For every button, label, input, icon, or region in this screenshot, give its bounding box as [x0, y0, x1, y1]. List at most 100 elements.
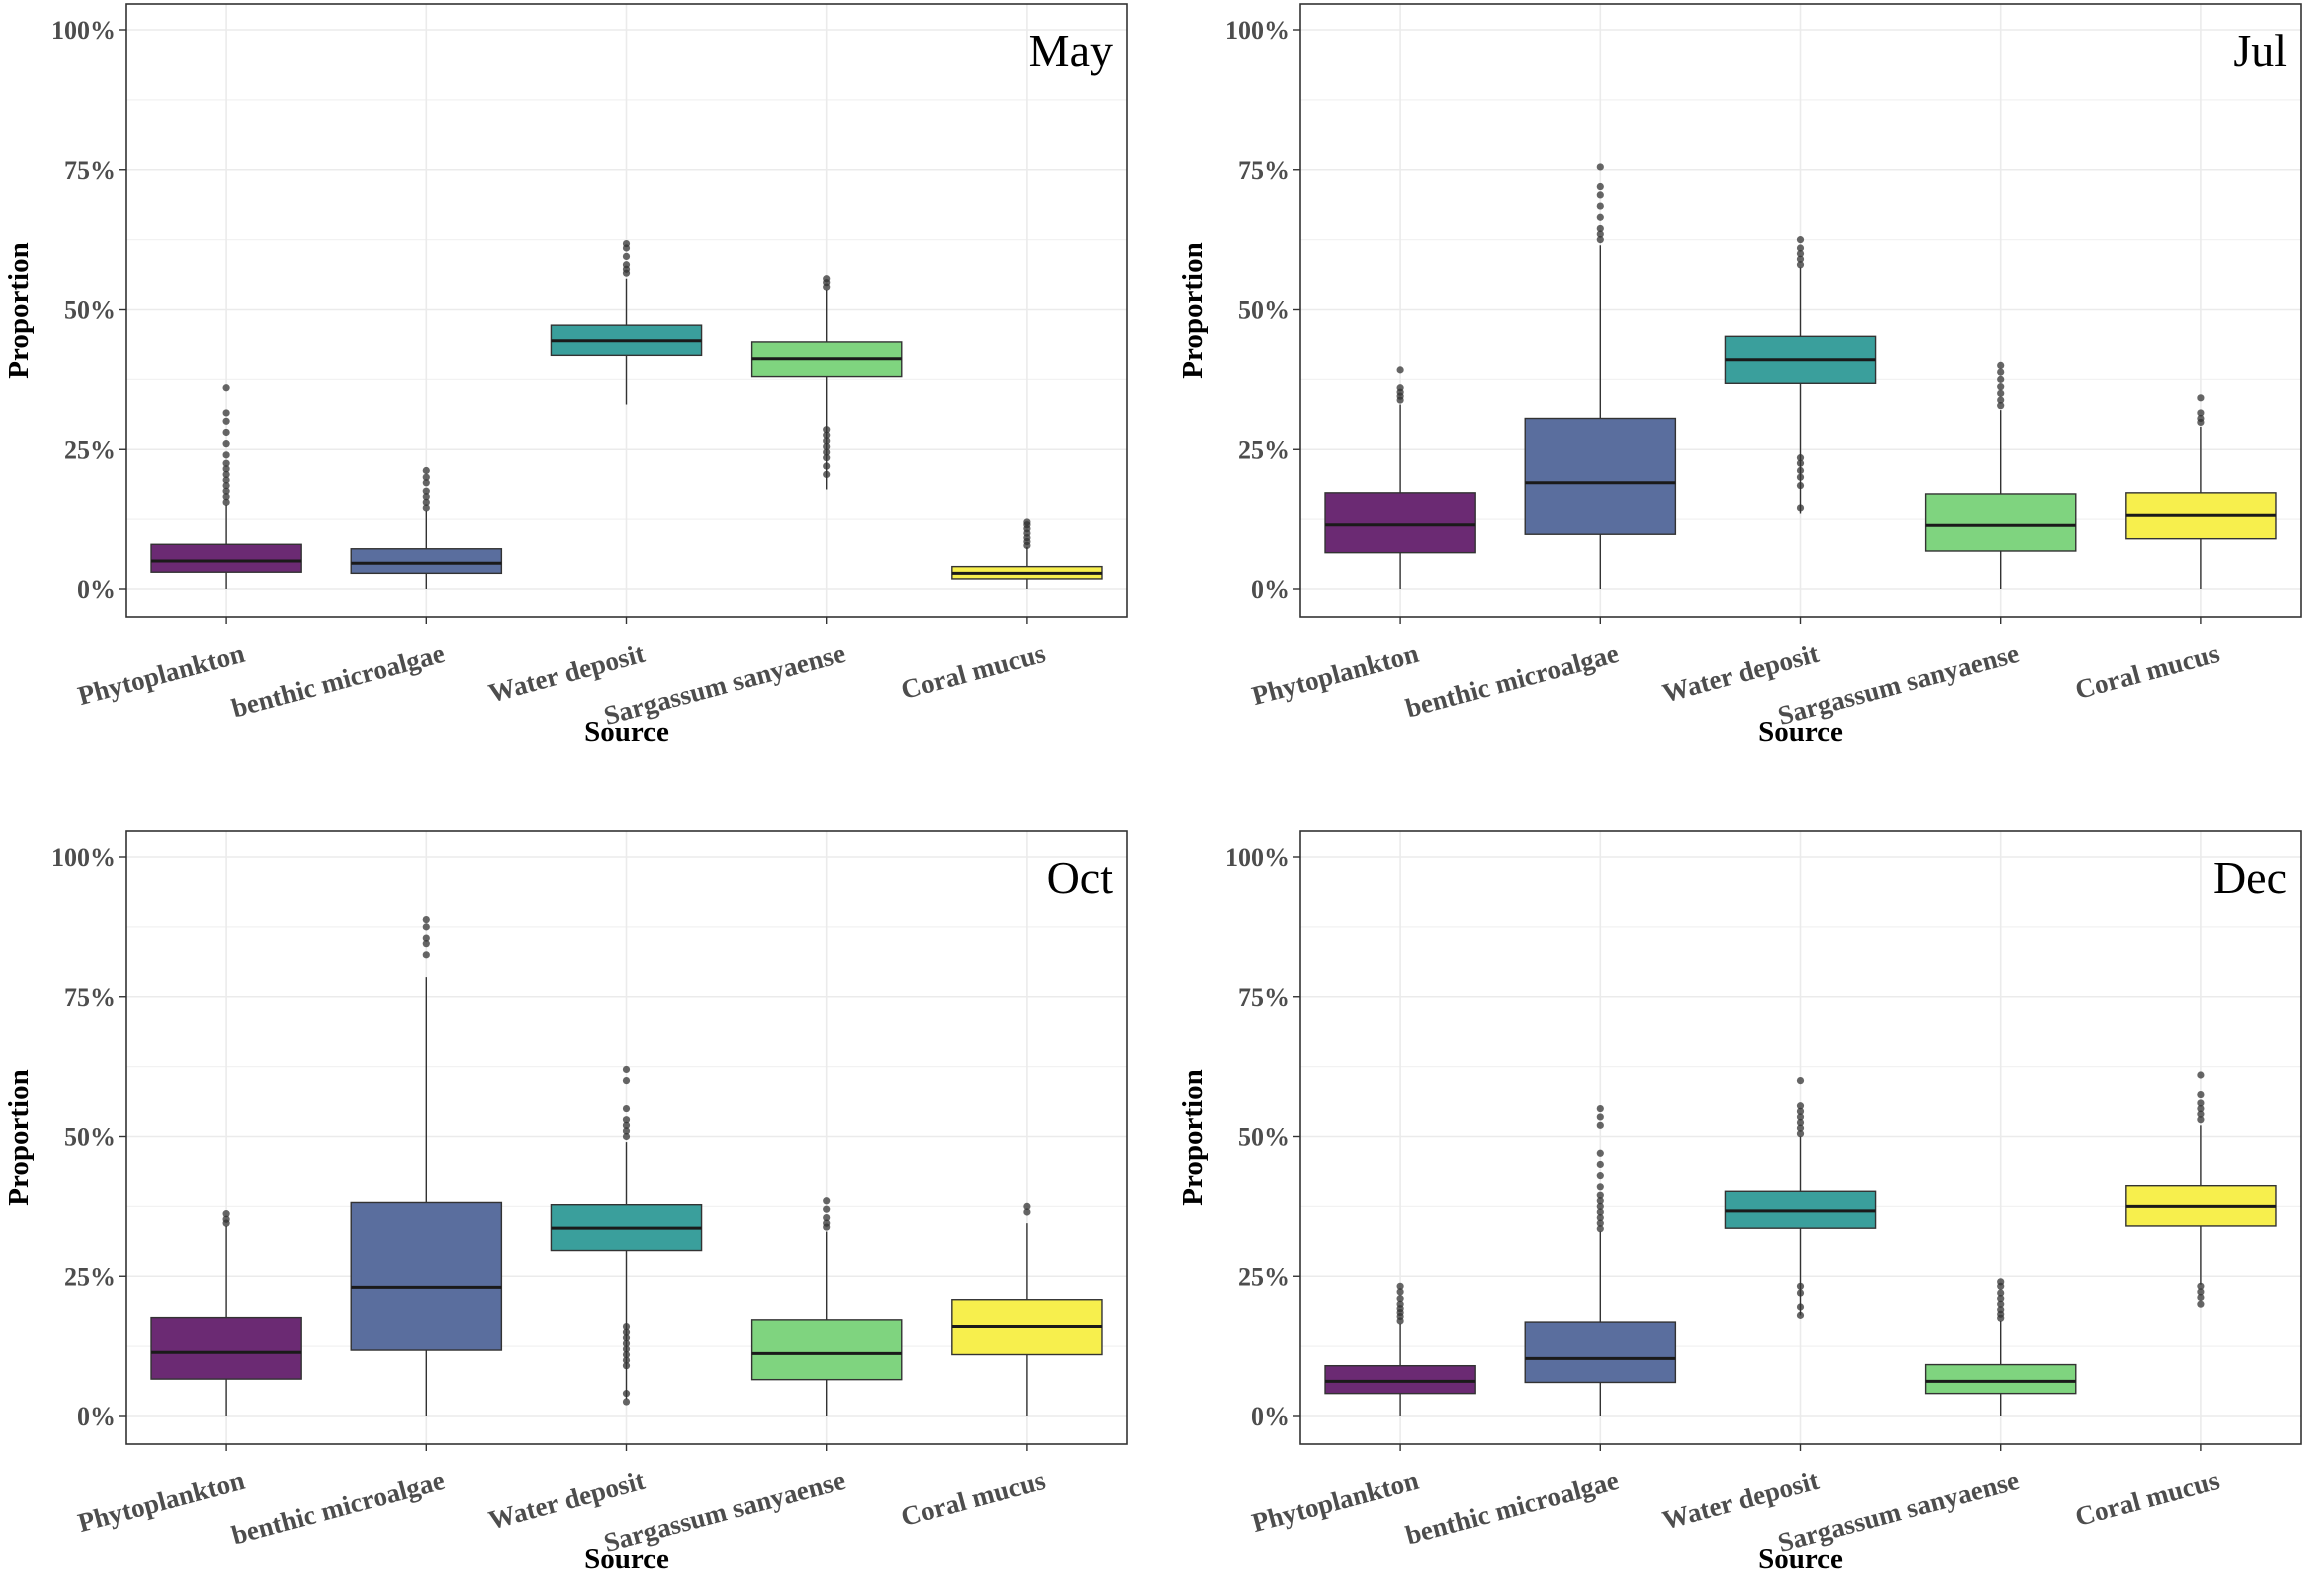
box-sargassum-sanyaense — [750, 1197, 903, 1416]
box-coral-mucus — [2125, 1071, 2277, 1308]
outlier-point — [222, 384, 230, 392]
box-benthic-microalgae — [350, 466, 503, 589]
outlier-point — [1396, 366, 1404, 374]
outlier-point — [823, 1213, 831, 1222]
outlier-point — [622, 1398, 631, 1406]
outlier-point — [823, 275, 831, 283]
outlier-point — [622, 1132, 631, 1141]
y-tick-label: 100% — [51, 16, 116, 45]
outlier-point — [1997, 1306, 2005, 1314]
outlier-point — [1596, 1183, 1604, 1191]
outlier-point — [1796, 1107, 1805, 1115]
box-benthic-microalgae — [1524, 1104, 1677, 1416]
outlier-point — [422, 951, 430, 959]
outlier-point — [823, 470, 831, 479]
outlier-point — [823, 462, 831, 470]
outlier-point — [222, 417, 230, 425]
panel-month-label: Oct — [1047, 852, 1114, 903]
y-tick-label: 0% — [1251, 575, 1290, 604]
y-tick-label: 100% — [51, 843, 116, 872]
x-axis-title: Source — [584, 1543, 669, 1575]
outlier-point — [1796, 255, 1805, 263]
outlier-point — [1596, 191, 1604, 199]
outlier-point — [1596, 213, 1604, 221]
outlier-point — [1596, 1225, 1604, 1233]
outlier-point — [1396, 1295, 1404, 1303]
outlier-point — [622, 1328, 631, 1336]
outlier-point — [1997, 389, 2005, 397]
outlier-point — [1997, 368, 2005, 376]
panel-month-label: Jul — [2233, 25, 2287, 76]
outlier-point — [422, 940, 430, 948]
outlier-point — [222, 476, 230, 484]
y-axis-title: Proportion — [1177, 1069, 1209, 1205]
outlier-point — [1596, 1191, 1604, 1199]
y-tick-label: 50% — [1238, 296, 1290, 325]
outlier-point — [222, 481, 230, 490]
y-axis-title: Proportion — [3, 1069, 35, 1205]
box-body — [150, 543, 302, 573]
box-water-deposit — [1724, 1077, 1877, 1319]
outlier-point — [1596, 1208, 1604, 1216]
outlier-point — [2197, 1288, 2205, 1296]
outlier-point — [1997, 361, 2005, 369]
outlier-point — [823, 1205, 831, 1213]
outlier-point — [2197, 1099, 2205, 1107]
x-tick-label: Coral mucus — [2072, 638, 2222, 705]
outlier-point — [1796, 1118, 1805, 1127]
box-body — [150, 1316, 302, 1380]
outlier-point — [2197, 1282, 2205, 1290]
outlier-point — [1396, 1288, 1404, 1296]
y-tick-label: 75% — [64, 156, 116, 185]
box-phytoplankton — [1324, 366, 1476, 589]
outlier-point — [222, 459, 230, 467]
outlier-point — [1596, 182, 1604, 191]
outlier-point — [622, 1362, 631, 1370]
outlier-point — [1596, 1197, 1604, 1205]
y-tick-label: 25% — [64, 1262, 116, 1291]
y-tick-label: 50% — [1238, 1123, 1290, 1152]
outlier-point — [1796, 454, 1805, 462]
outlier-point — [823, 437, 831, 445]
outlier-point — [823, 448, 831, 456]
box-sargassum-sanyaense — [1924, 361, 2077, 589]
outlier-point — [1023, 1202, 1031, 1210]
x-tick-label: Coral mucus — [2072, 1465, 2222, 1532]
outlier-point — [1796, 1303, 1805, 1311]
box-water-deposit — [550, 239, 703, 405]
outlier-point — [1796, 244, 1805, 252]
y-axis-title: Proportion — [3, 242, 35, 378]
outlier-point — [1596, 163, 1604, 171]
outlier-point — [1796, 1113, 1805, 1121]
outlier-point — [1023, 1208, 1031, 1216]
outlier-point — [422, 473, 430, 481]
outlier-point — [1997, 383, 2005, 391]
box-phytoplankton — [1324, 1282, 1476, 1416]
outlier-point — [422, 487, 430, 495]
y-tick-label: 100% — [1225, 843, 1290, 872]
outlier-point — [1997, 1289, 2005, 1297]
outlier-point — [222, 493, 230, 501]
outlier-point — [1997, 1300, 2005, 1308]
y-tick-label: 50% — [64, 1123, 116, 1152]
outlier-point — [422, 923, 430, 931]
outlier-point — [2197, 1071, 2205, 1079]
y-tick-label: 75% — [1238, 156, 1290, 185]
y-tick-label: 100% — [1225, 16, 1290, 45]
outlier-point — [1596, 1213, 1604, 1222]
box-benthic-microalgae — [1524, 163, 1677, 589]
y-tick-label: 75% — [1238, 983, 1290, 1012]
outlier-point — [622, 1322, 631, 1331]
outlier-point — [2197, 1104, 2205, 1113]
x-tick-label: benthic microalgae — [228, 638, 448, 724]
outlier-point — [622, 252, 631, 260]
outlier-point — [2197, 1116, 2205, 1124]
outlier-point — [1596, 1121, 1604, 1129]
outlier-point — [422, 934, 430, 942]
outlier-point — [1796, 1102, 1805, 1110]
box-sargassum-sanyaense — [750, 275, 903, 490]
panel-month-label: May — [1029, 25, 1113, 76]
outlier-point — [1596, 1202, 1604, 1210]
